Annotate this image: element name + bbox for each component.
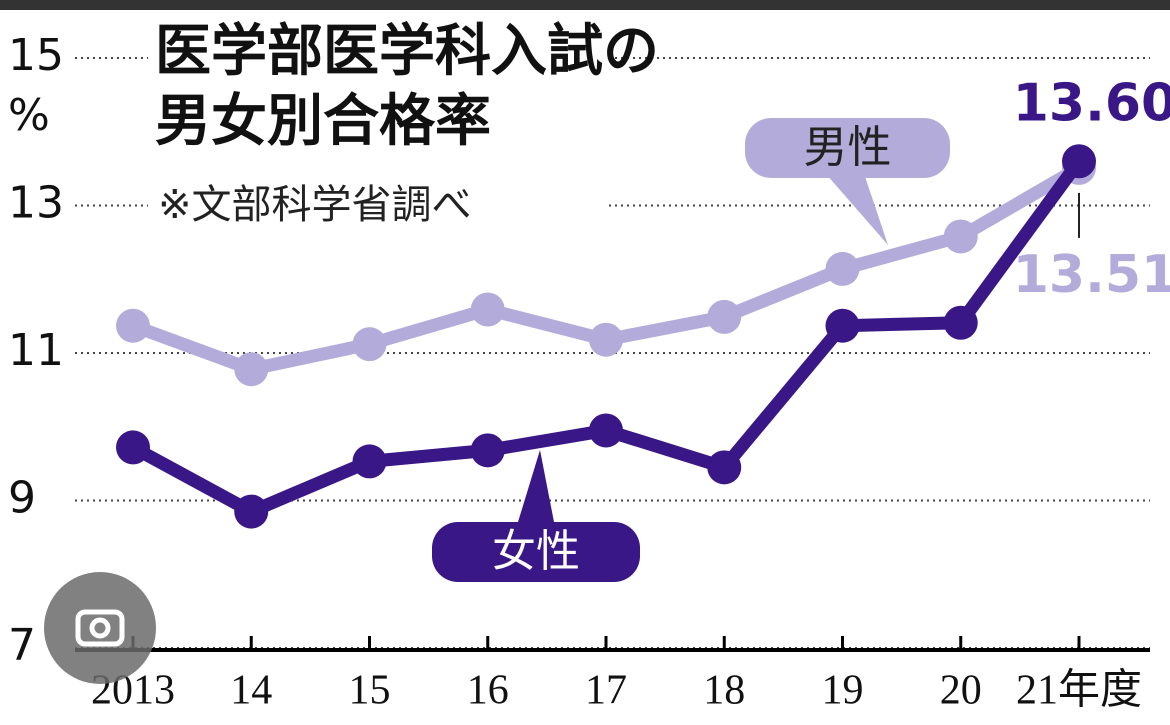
y-tick-label: 13 bbox=[8, 178, 64, 229]
data-point bbox=[707, 299, 742, 334]
data-point bbox=[470, 433, 505, 468]
y-tick-label: 11 bbox=[8, 325, 64, 376]
data-point bbox=[825, 251, 860, 286]
value-label: 13.51 bbox=[1013, 245, 1170, 305]
data-point bbox=[234, 494, 269, 529]
legend-box bbox=[432, 522, 640, 582]
data-point bbox=[470, 292, 505, 327]
data-point bbox=[943, 305, 978, 340]
data-point bbox=[943, 219, 978, 254]
x-tick-label: 14 bbox=[230, 668, 272, 714]
x-tick-label: 18 bbox=[703, 668, 745, 714]
x-tick-label: 19 bbox=[822, 668, 864, 714]
data-point bbox=[352, 327, 387, 362]
x-tick-label: 21年度 bbox=[1016, 667, 1142, 714]
value-label: 13.60 bbox=[1013, 73, 1170, 133]
lens-icon bbox=[44, 572, 156, 684]
chart-title: 医学部医学科入試の bbox=[155, 19, 659, 84]
top-bar bbox=[0, 0, 1170, 10]
legend-callout bbox=[829, 178, 888, 245]
title-background bbox=[148, 18, 608, 240]
y-tick-label: 9 bbox=[8, 473, 36, 524]
y-unit: % bbox=[8, 90, 50, 141]
chart-title: 男女別合格率 bbox=[155, 89, 491, 154]
y-tick-label: 7 bbox=[8, 620, 36, 671]
data-point bbox=[116, 308, 150, 343]
y-tick-label: 15 bbox=[8, 30, 64, 81]
legend-label: 女性 bbox=[492, 526, 580, 577]
data-point bbox=[234, 352, 269, 387]
data-point bbox=[1062, 144, 1096, 179]
x-tick-label: 16 bbox=[467, 668, 509, 714]
x-tick-label: 17 bbox=[585, 668, 627, 714]
data-point bbox=[116, 430, 150, 465]
chart-subtitle: ※文部科学省調べ bbox=[158, 182, 472, 228]
data-point bbox=[352, 444, 387, 479]
data-point bbox=[707, 450, 742, 485]
legend-label: 男性 bbox=[804, 122, 892, 173]
data-point bbox=[589, 413, 623, 448]
legend-callout bbox=[518, 450, 554, 522]
data-point bbox=[589, 322, 623, 357]
x-tick-label: 15 bbox=[349, 668, 391, 714]
data-point bbox=[825, 308, 860, 343]
legend-box bbox=[745, 118, 950, 178]
x-tick-label: 20 bbox=[940, 668, 982, 714]
